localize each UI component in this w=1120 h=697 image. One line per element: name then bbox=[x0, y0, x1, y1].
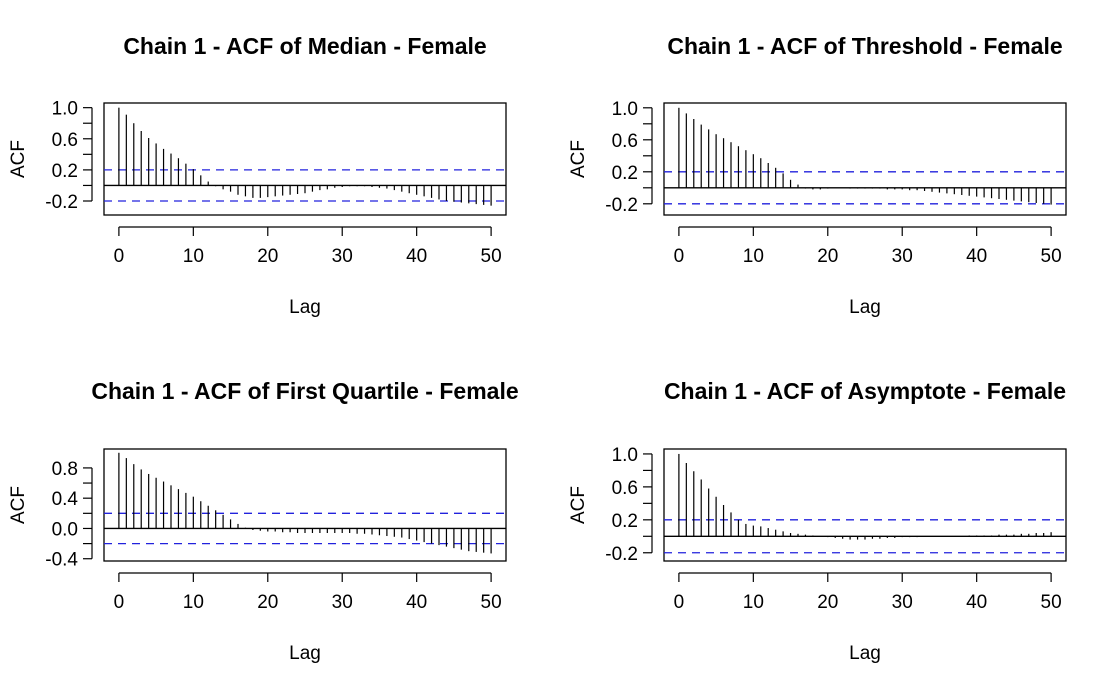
x-tick-label: 0 bbox=[114, 246, 125, 267]
x-axis-label: Lag bbox=[849, 297, 881, 318]
panel-title: Chain 1 - ACF of Asymptote - Female bbox=[664, 378, 1066, 404]
y-axis-label: ACF bbox=[8, 140, 29, 178]
x-tick-label: 50 bbox=[1041, 592, 1062, 613]
x-tick-label: 30 bbox=[332, 246, 353, 267]
acf-panel-1: Chain 1 - ACF of Median - Female 0 10 20 30 4… bbox=[8, 33, 507, 318]
y-axis-label: ACF bbox=[568, 140, 589, 178]
y-tick-label: 0.0 bbox=[52, 519, 78, 540]
acf-panel-4: Chain 1 - ACF of Asymptote - Female 0 10 20… bbox=[568, 378, 1067, 664]
x-tick-label: 0 bbox=[674, 246, 685, 267]
x-tick-label: 50 bbox=[481, 246, 502, 267]
y-tick-label: 0.8 bbox=[52, 459, 78, 480]
x-axis-label: Lag bbox=[289, 643, 321, 664]
x-tick-label: 20 bbox=[817, 592, 838, 613]
x-tick-label: 0 bbox=[114, 592, 125, 613]
y-tick-label: 1.0 bbox=[52, 99, 78, 120]
y-tick-label: -0.2 bbox=[45, 192, 78, 213]
x-tick-label: 20 bbox=[817, 246, 838, 267]
y-tick-label: 0.6 bbox=[612, 478, 638, 499]
panel-title: Chain 1 - ACF of First Quartile - Female bbox=[91, 378, 518, 404]
x-tick-label: 10 bbox=[743, 246, 764, 267]
y-tick-label: 0.2 bbox=[612, 163, 638, 184]
y-tick-label: 0.4 bbox=[52, 489, 79, 510]
x-tick-label: 40 bbox=[406, 246, 427, 267]
y-tick-label: -0.4 bbox=[45, 550, 78, 571]
y-tick-label: 0.6 bbox=[52, 130, 78, 151]
plot-frame bbox=[103, 448, 507, 562]
y-tick-label: 0.2 bbox=[52, 161, 78, 182]
acf-panel-3: Chain 1 - ACF of First Quartile - Female… bbox=[8, 378, 519, 664]
y-tick-label: 0.6 bbox=[612, 131, 638, 152]
y-tick-label: -0.2 bbox=[605, 195, 638, 216]
panel-title: Chain 1 - ACF of Threshold - Female bbox=[667, 33, 1062, 59]
x-tick-label: 10 bbox=[743, 592, 764, 613]
plot-frame bbox=[663, 448, 1067, 562]
x-tick-label: 10 bbox=[183, 592, 204, 613]
acf-panel-2: Chain 1 - ACF of Threshold - Female 0 10 20… bbox=[568, 33, 1067, 318]
x-tick-label: 0 bbox=[674, 592, 685, 613]
x-axis-label: Lag bbox=[849, 643, 881, 664]
x-tick-label: 30 bbox=[332, 592, 353, 613]
x-tick-label: 40 bbox=[966, 246, 987, 267]
panel-title: Chain 1 - ACF of Median - Female bbox=[123, 33, 486, 59]
plot-frame bbox=[663, 102, 1067, 216]
plot-frame bbox=[103, 102, 507, 216]
x-tick-label: 40 bbox=[406, 592, 427, 613]
x-tick-label: 20 bbox=[257, 592, 278, 613]
x-tick-label: 50 bbox=[1041, 246, 1062, 267]
y-tick-label: 0.2 bbox=[612, 511, 638, 532]
y-axis-label: ACF bbox=[568, 486, 589, 524]
x-tick-label: 30 bbox=[892, 246, 913, 267]
x-tick-label: 40 bbox=[966, 592, 987, 613]
y-tick-label: 1.0 bbox=[612, 99, 638, 120]
y-tick-label: -0.2 bbox=[605, 544, 638, 565]
x-tick-label: 10 bbox=[183, 246, 204, 267]
x-tick-label: 50 bbox=[481, 592, 502, 613]
x-tick-label: 30 bbox=[892, 592, 913, 613]
y-axis-label: ACF bbox=[8, 486, 29, 524]
x-axis-label: Lag bbox=[289, 297, 321, 318]
x-tick-label: 20 bbox=[257, 246, 278, 267]
y-tick-label: 1.0 bbox=[612, 445, 638, 466]
